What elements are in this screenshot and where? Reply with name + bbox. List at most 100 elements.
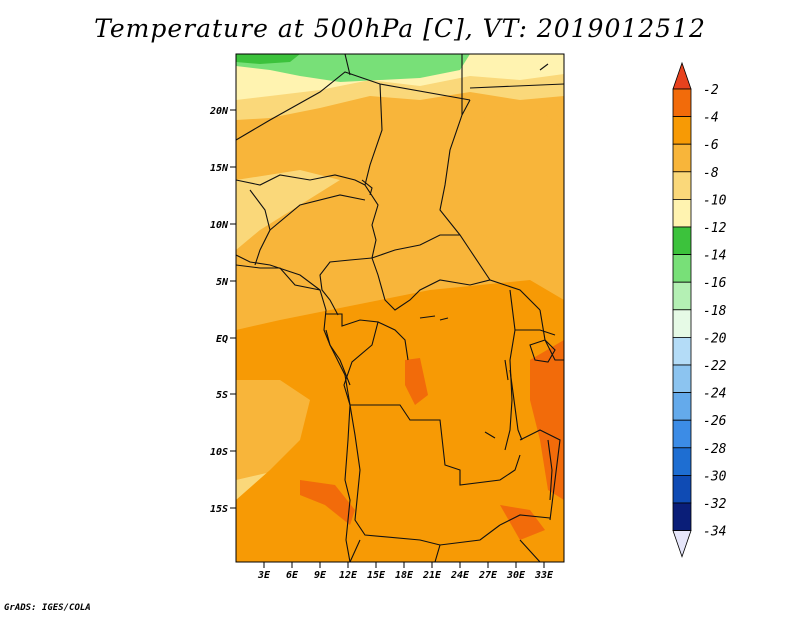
longitude-axis: 3E 6E 9E 12E 15E 18E 21E 24E 27E 30E 33E [257,562,554,581]
boundary-line [349,539,361,562]
colorbar-label: -6 [703,138,719,153]
boundary-line [377,321,409,361]
colorbar-label: -12 [703,221,727,236]
boundary-line [499,514,551,526]
colorbar-label: -30 [703,469,727,484]
lon-label: 21E [422,570,442,581]
colorbar-label: -18 [703,304,727,319]
lon-label: 27E [478,570,498,581]
lon-label: 24E [450,570,470,581]
boundary-line [236,71,471,141]
field-hotter-center [405,358,428,405]
field-hotter-southwest [300,480,355,525]
boundary-line [371,234,460,259]
lat-label: 15N [210,163,229,174]
boundary-line [439,114,491,281]
lat-label: 20N [209,106,229,117]
colorbar-swatch [672,364,692,394]
colorbar-swatch [672,392,692,421]
colorbar-label: -28 [703,442,727,457]
boundary-line [269,194,366,231]
colorbar-swatch [672,198,692,228]
lon-label: 15E [367,570,386,581]
field-cool-streak-west [236,170,340,250]
boundary-line [519,429,561,521]
lon-label: 6E [286,570,299,581]
colorbar-bottom-arrow [672,530,692,558]
colorbar-swatch [672,226,692,256]
lake-fragment-east [539,63,549,71]
lake-kivu [504,359,509,381]
colorbar-label: -20 [703,331,727,346]
boundary-line [350,404,521,486]
field-hotter-south [500,505,545,540]
colorbar-label: -26 [703,414,727,429]
boundary-line [344,54,351,76]
lat-label: 5N [216,277,229,288]
boundary-line [325,329,351,386]
colorbar-swatch [672,309,692,338]
boundary-line [319,257,373,316]
boundary-line [349,404,501,546]
lon-label: 12E [339,570,358,581]
colorbar-label: -8 [703,166,719,181]
lake-victoria [529,339,556,363]
colorbar-label: -32 [703,497,727,512]
boundary-line [469,83,564,89]
lon-label: 30E [506,570,526,581]
map-title: Temperature at 500hPa [C], VT: 201901251… [94,14,706,43]
boundary-line [434,544,441,562]
lon-label: 3E [257,570,271,581]
lake-chad [361,179,373,196]
colorbar-swatch [672,447,692,476]
colorbar-label: -14 [703,249,726,264]
colorbar-swatch [672,88,692,118]
lat-label: 10N [210,220,229,231]
colorbar: -2 -4 -6 -8 -10 -12 -14 -16 -18 -20 -22 -24 -26 -28 -3… [672,61,727,558]
colorbar-label: -10 [703,193,727,208]
lat-label: 5S [216,390,228,401]
lake-tanganyika [509,369,523,441]
colorbar-swatch [672,336,692,366]
colorbar-swatch [672,502,692,532]
lon-label: 18E [395,570,414,581]
boundary-line [539,309,564,361]
temperature-field [236,54,564,562]
field-green-strip [236,54,470,82]
colorbar-swatch [672,143,692,173]
lat-label: 10S [210,447,228,458]
colorbar-swatch [672,116,692,145]
boundary-line [364,83,383,259]
country-boundaries [236,54,564,562]
lat-label: EQ [216,334,228,345]
lon-label: 33E [534,570,554,581]
field-warm-patch-east [450,110,564,250]
lake-kariba [484,431,496,439]
colorbar-label: -2 [703,83,719,98]
colorbar-swatch [672,254,692,283]
boundary-line [236,174,366,186]
colorbar-swatch [672,474,692,504]
colorbar-label: -24 [703,387,726,402]
lon-label: 9E [314,570,327,581]
colorbar-label: -16 [703,276,727,291]
colorbar-top-arrow [672,61,692,90]
colorbar-label: -22 [703,359,727,374]
lat-label: 15S [210,504,228,515]
boundary-line [515,329,556,336]
latitude-axis: 20N 15N 10N 5N EQ 5S 10S 15S [209,106,236,515]
colorbar-swatch [672,419,692,449]
colorbar-label: -34 [703,525,726,540]
boundary-line [371,257,541,311]
lake-malawi [547,439,553,501]
colorbar-swatch [672,171,692,200]
colorbar-label: -4 [703,111,719,126]
lake-fragment [419,315,449,321]
coastline [236,254,351,562]
map-frame [235,53,565,563]
boundary-line [519,539,541,562]
field-hotter-east [530,340,564,500]
field-green-dark [236,54,300,64]
colorbar-swatch [672,281,692,311]
